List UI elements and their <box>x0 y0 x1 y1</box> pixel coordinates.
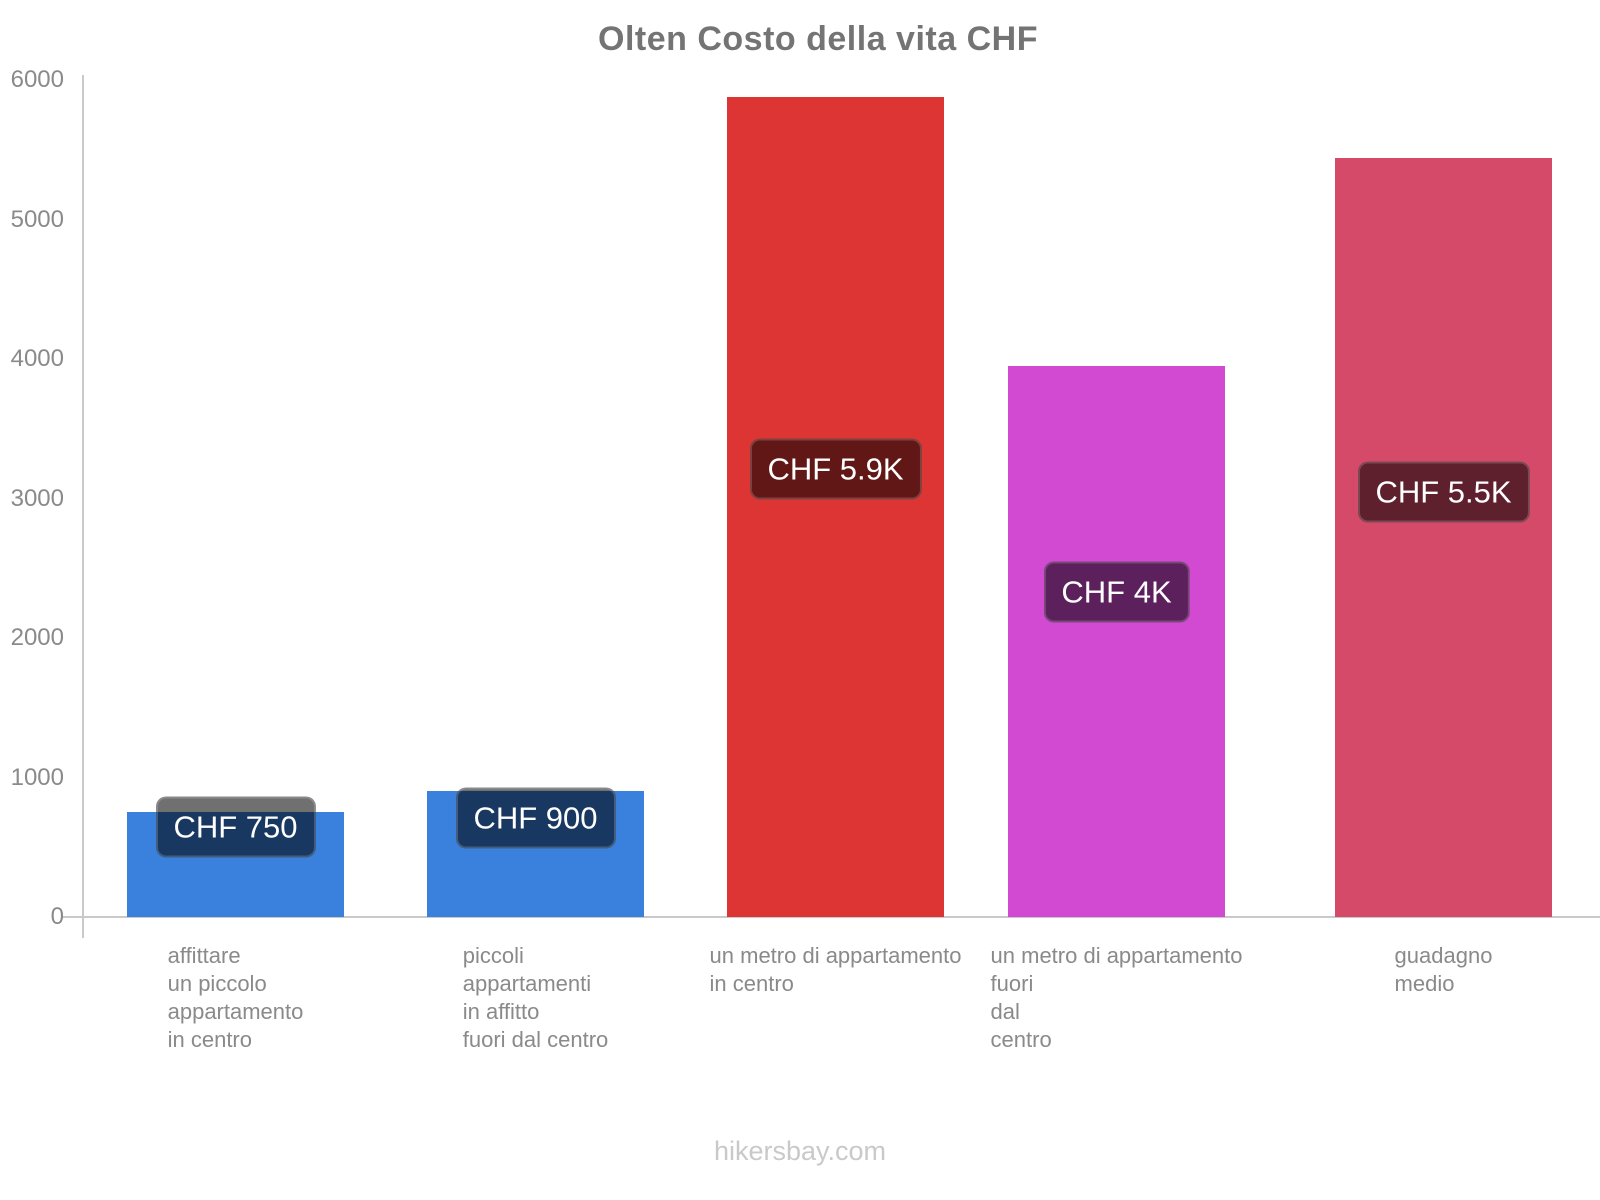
bar-value-badge: CHF 5.9K <box>749 438 922 500</box>
y-axis-tick-label: 6000 <box>10 66 64 93</box>
x-axis-category-label: affittare un piccolo appartamento in centro <box>167 943 304 1052</box>
watermark-text: hikersbay.com <box>713 1136 887 1166</box>
x-axis-category-label: guadagno medio <box>1394 943 1493 996</box>
y-axis-tick-label: 1000 <box>10 763 64 791</box>
chart-title: Olten Costo della vita CHF <box>598 20 1038 58</box>
y-axis-tick-label: 5000 <box>10 205 64 233</box>
y-axis-tick-label: 4000 <box>10 345 64 372</box>
bar-value-badge: CHF 750 <box>155 796 316 858</box>
bar-value-badge: CHF 4K <box>1043 561 1190 623</box>
bar-value-badge: CHF 900 <box>455 787 616 849</box>
bar[interactable] <box>1008 365 1225 917</box>
bar[interactable] <box>1335 158 1552 917</box>
x-axis-category-label: piccoli appartamenti in affitto fuori dal c… <box>462 943 609 1052</box>
x-axis-category-label: un metro di appartamento fuori dal centro <box>990 943 1243 1052</box>
y-axis-tick-label: 2000 <box>10 624 64 651</box>
x-axis-category-label: un metro di appartamento in centro <box>709 943 962 996</box>
y-axis-tick-label: 0 <box>50 903 64 930</box>
y-axis-line <box>82 75 84 938</box>
bar[interactable] <box>727 96 944 917</box>
y-axis-tick-label: 3000 <box>10 484 64 512</box>
x-axis-baseline <box>62 916 1600 918</box>
bar-value-badge: CHF 5.5K <box>1357 461 1530 523</box>
